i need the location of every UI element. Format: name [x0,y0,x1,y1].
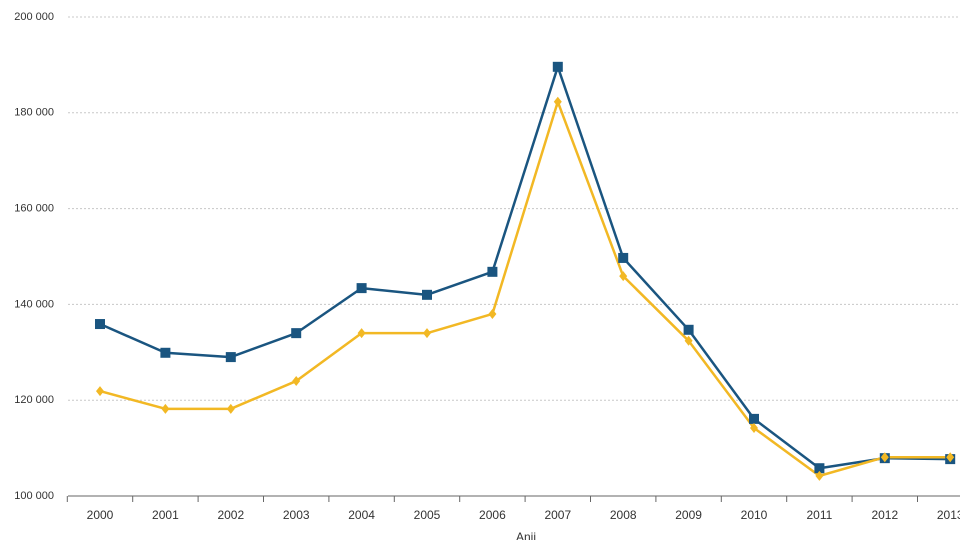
x-tick-label: 2008 [610,508,637,522]
x-tick-label: 2005 [414,508,441,522]
point-marker [357,328,366,339]
x-tick-label: 2001 [152,508,179,522]
x-tick-label: 2011 [806,508,832,522]
point-marker [160,347,171,358]
x-tick-label: 2007 [544,508,571,522]
point-marker [749,413,759,424]
point-marker [815,470,824,481]
x-tick-label: 2003 [283,508,310,522]
point-marker [552,61,563,72]
x-tick-label: 2004 [348,508,375,522]
y-tick-label: 160 000 [14,203,54,215]
x-tick-label: 2000 [87,508,114,522]
x-tick-label: 2009 [675,508,702,522]
point-marker [226,403,235,414]
point-marker [683,324,694,335]
point-marker [684,335,693,346]
point-marker [618,252,629,263]
point-marker [225,352,236,363]
x-tick-label: 2006 [479,508,506,522]
point-marker [750,422,758,433]
series-line [99,65,951,470]
point-marker [814,463,825,474]
point-marker [946,452,955,463]
y-tick-label: 200 000 [14,11,54,23]
x-tick-label: 2002 [217,508,244,522]
point-marker [291,328,302,339]
x-tick-label: 2010 [741,508,768,522]
x-tick-label: 2012 [871,508,898,522]
point-marker [95,319,105,330]
y-tick-label: 120 000 [14,394,54,406]
point-marker [488,308,497,319]
point-marker [161,403,170,414]
point-marker [422,289,432,300]
point-marker [553,96,562,107]
point-marker [423,328,431,339]
x-axis-label: Anii [516,530,536,540]
series-line [99,100,951,478]
point-marker [96,386,104,397]
point-marker [356,283,367,294]
y-tick-label: 100 000 [14,490,54,502]
y-tick-label: 140 000 [14,298,54,310]
y-tick-label: 180 000 [14,107,54,119]
point-marker [292,376,301,387]
x-tick-label: 2013 [937,508,960,522]
point-marker [487,266,498,277]
point-marker [880,452,889,463]
point-marker [619,271,628,282]
